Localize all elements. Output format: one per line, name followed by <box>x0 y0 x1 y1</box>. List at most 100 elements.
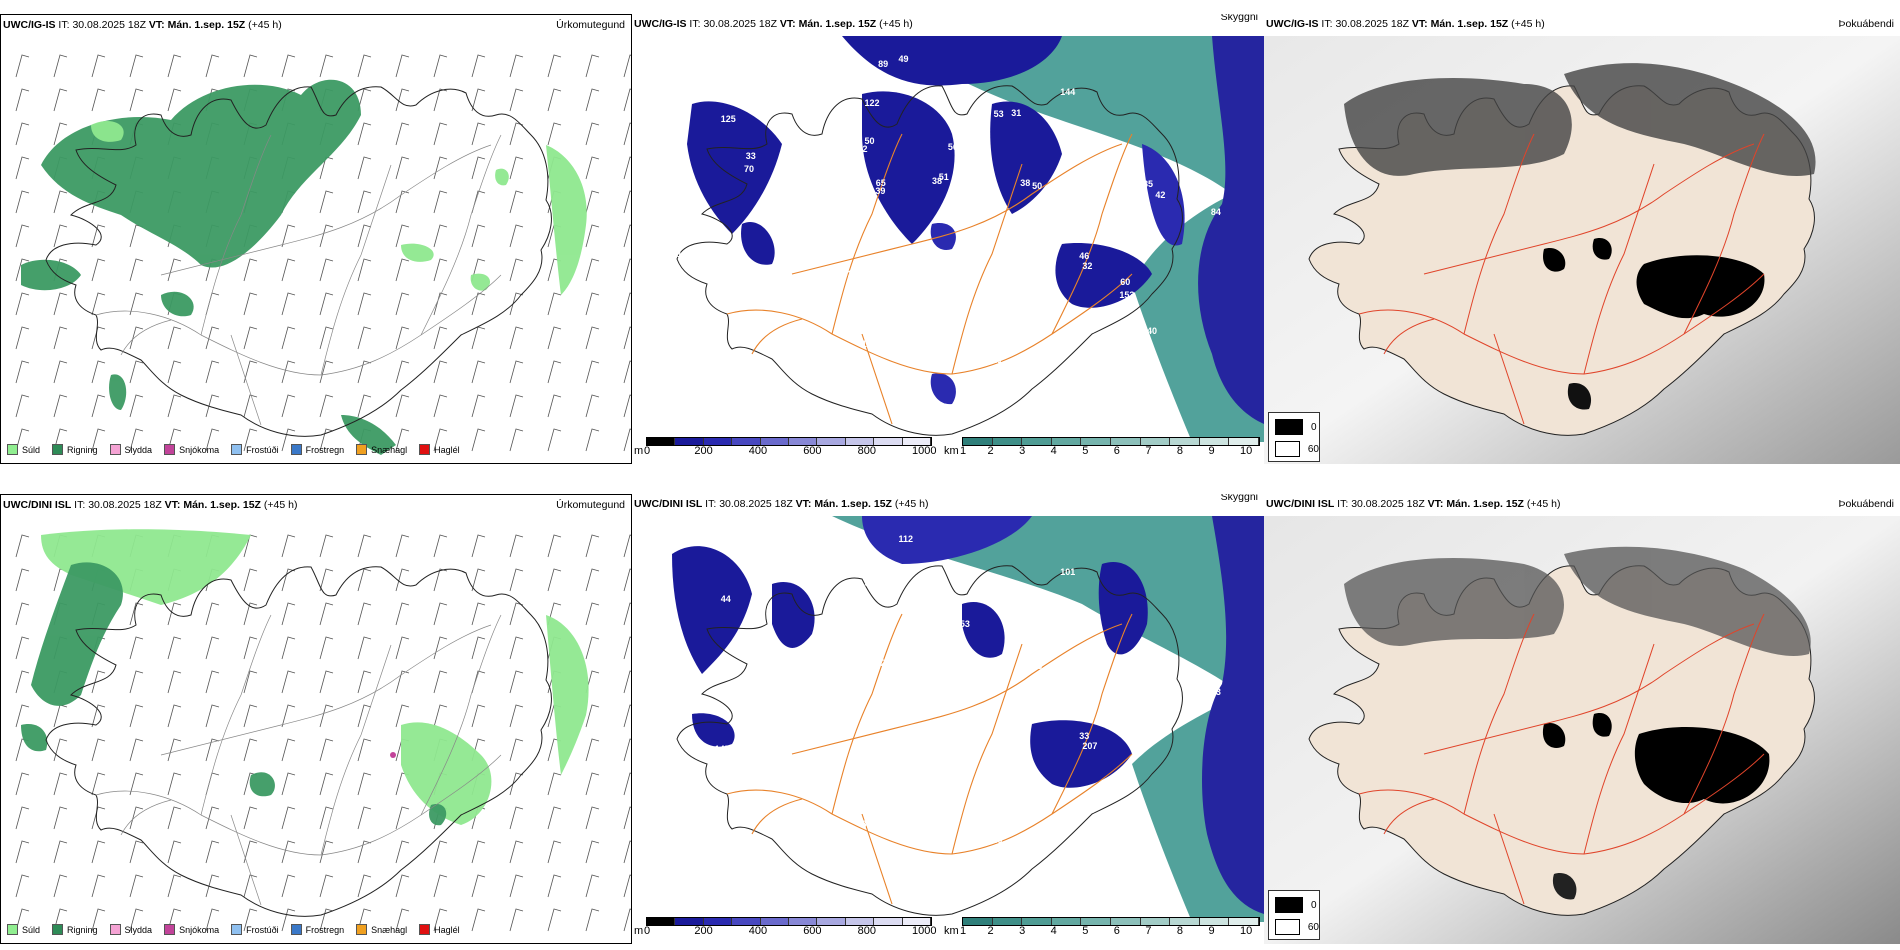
wind-barb <box>471 122 486 146</box>
legend-label: Súld <box>22 444 41 455</box>
wind-barb <box>395 88 410 112</box>
wind-barb <box>205 394 220 418</box>
colorbar-segment <box>732 918 761 925</box>
wind-barb <box>15 602 30 626</box>
wind-barb <box>167 738 182 762</box>
wind-barb <box>319 360 334 384</box>
wind-barb <box>585 156 600 180</box>
colorbar-segment <box>1081 918 1111 925</box>
wind-barb <box>15 156 30 180</box>
wind-barb <box>509 704 524 728</box>
visibility-value: 38 <box>1020 177 1031 188</box>
legend-item: Slydda <box>109 924 152 935</box>
colorbar-tick: 10 <box>1240 925 1253 937</box>
wind-barb <box>167 258 182 282</box>
wind-barb <box>129 54 144 78</box>
visibility-value: 59 <box>828 211 839 222</box>
legend-label: Snæhagl <box>371 924 408 935</box>
wind-barb <box>15 88 30 112</box>
colorbar-unit: km <box>944 445 959 457</box>
wind-barb <box>471 428 486 452</box>
visibility-value: 50 <box>864 135 875 146</box>
legend-label: Frostregn <box>305 444 345 455</box>
wind-barb <box>91 428 106 452</box>
road-line <box>230 814 262 906</box>
wind-barb <box>53 190 68 214</box>
wind-barb <box>205 670 220 694</box>
legend-label: Snæhagl <box>371 444 408 455</box>
wind-barb <box>509 602 524 626</box>
wind-barb <box>129 874 144 898</box>
legend-label: Frostregn <box>305 924 345 935</box>
fog-legend-label: 60 <box>1307 921 1319 933</box>
colorbar-segment <box>1170 918 1200 925</box>
wind-barb <box>357 602 372 626</box>
legend-item: Súld <box>7 924 40 935</box>
visibility-value: 102 <box>837 268 853 279</box>
wind-barb <box>53 54 68 78</box>
wind-barb <box>547 122 562 146</box>
wind-barb <box>167 636 182 660</box>
wind-barb <box>623 772 631 796</box>
wind-barb <box>15 568 30 592</box>
wind-barb <box>585 292 600 316</box>
colorbar-tick: 3 <box>1019 925 1026 937</box>
wind-barb <box>281 738 296 762</box>
visibility-value: 39 <box>1086 655 1097 666</box>
road-line <box>1683 133 1765 335</box>
road-line <box>1583 163 1655 375</box>
wind-barb <box>547 908 562 932</box>
wind-barb <box>205 54 220 78</box>
wind-barb <box>623 258 631 282</box>
colorbar-segment <box>1170 438 1200 445</box>
visibility-value: 42 <box>987 753 998 764</box>
visibility-value: 42 <box>1155 190 1166 201</box>
visibility-value: 50 <box>828 691 839 702</box>
visibility-value: 73 <box>814 362 825 373</box>
visibility-value: 43 <box>834 218 845 229</box>
wind-barb <box>509 670 524 694</box>
colorbar-strip <box>962 917 1260 926</box>
colorbar-unit: m <box>634 925 644 937</box>
wind-barb <box>547 806 562 830</box>
wind-barb <box>433 394 448 418</box>
wind-barb <box>395 840 410 864</box>
colorbar-tick: 800 <box>857 925 876 937</box>
fog-legend: 0 60 <box>1268 412 1320 462</box>
wind-barb <box>357 190 372 214</box>
legend-label: Haglél <box>434 924 460 935</box>
panel-name: Skyggni <box>1220 494 1258 503</box>
panel-header: UWC/DINI ISL IT: 30.08.2025 18Z VT: Mán.… <box>3 499 298 511</box>
wind-barb <box>91 704 106 728</box>
wind-barb <box>547 394 562 418</box>
wind-barb <box>129 908 144 932</box>
wind-barb <box>243 54 258 78</box>
visibility-value: 47 <box>784 756 795 767</box>
colorbar-tick: 600 <box>803 445 822 457</box>
wind-barb <box>585 534 600 558</box>
colorbar-segment <box>902 438 932 445</box>
visibility-value: 33 <box>771 269 782 280</box>
road-line <box>320 164 392 376</box>
visibility-value: 47 <box>988 265 999 276</box>
visibility-value: 48 <box>932 656 943 667</box>
height-colorbar: m 0 200 400 600 800 1000 <box>634 437 936 464</box>
colorbar-segment <box>1051 438 1082 445</box>
wind-barb <box>623 874 631 898</box>
wind-barb <box>129 738 144 762</box>
wind-barb <box>623 190 631 214</box>
wind-barb <box>509 806 524 830</box>
wind-barb <box>91 806 106 830</box>
fog-legend-swatch <box>1275 419 1303 435</box>
wind-barb <box>433 360 448 384</box>
visibility-value: 60 <box>1032 712 1043 723</box>
wind-barb <box>623 806 631 830</box>
wind-barb <box>433 224 448 248</box>
wind-barb <box>357 292 372 316</box>
wind-barb <box>623 568 631 592</box>
wind-barb <box>91 326 106 350</box>
wind-barb <box>585 428 600 452</box>
colorbar-segment <box>703 918 733 925</box>
visibility-value: 144 <box>1060 87 1076 98</box>
wind-barb <box>357 670 372 694</box>
